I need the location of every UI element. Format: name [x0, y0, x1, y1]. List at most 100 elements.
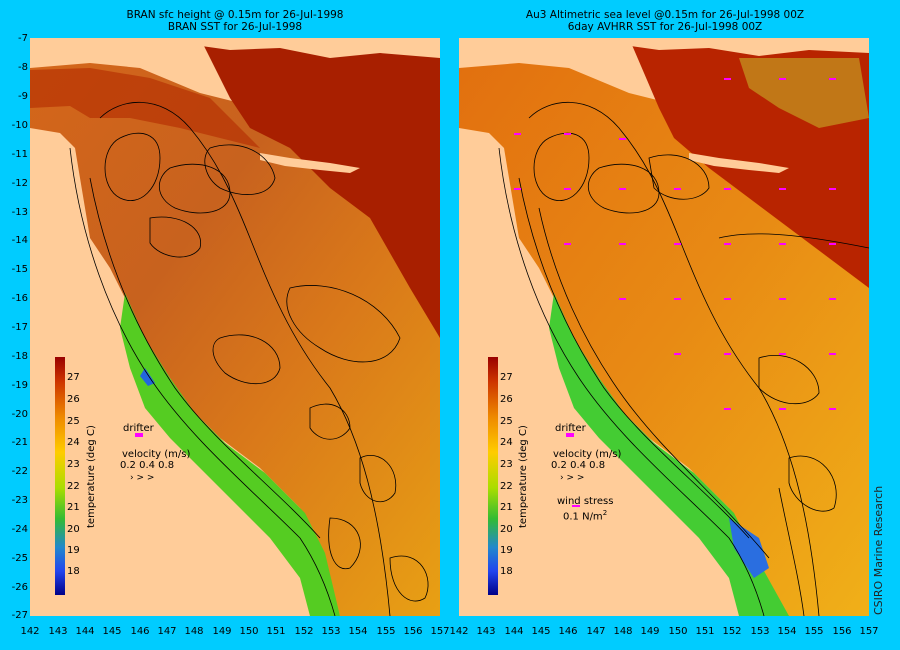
- lon-label: 145: [531, 626, 551, 637]
- lon-label: 155: [376, 626, 396, 637]
- right-colorbar-title: temperature (deg C): [518, 425, 529, 528]
- cbar-label: 22: [67, 481, 80, 492]
- wind-stress-arrows: [514, 78, 836, 410]
- left-velocity-arrows: › > >: [130, 473, 155, 483]
- lon-label: 147: [586, 626, 606, 637]
- right-drifter-marker: [566, 433, 574, 437]
- lon-label: 153: [321, 626, 341, 637]
- right-velocity-title: velocity (m/s): [553, 449, 622, 460]
- lat-label: -25: [11, 553, 28, 564]
- lat-label: -22: [11, 466, 28, 477]
- left-map-svg: [30, 38, 440, 616]
- cbar-label: 18: [500, 566, 513, 577]
- warm-sea-region: [200, 38, 440, 338]
- wind-stress-scale-value: 0.1 N/m: [563, 511, 603, 523]
- wind-stress-scale: 0.1 N/m2: [563, 509, 607, 522]
- wind-stress-marker: [572, 505, 580, 507]
- lat-label: -23: [11, 495, 28, 506]
- lat-label: -21: [11, 437, 28, 448]
- left-drifter-marker: [135, 433, 143, 437]
- cbar-label: 21: [500, 502, 513, 513]
- lat-label: -13: [11, 207, 28, 218]
- lon-label: 142: [449, 626, 469, 637]
- lon-label: 152: [294, 626, 314, 637]
- cbar-label: 18: [67, 566, 80, 577]
- cbar-label: 24: [500, 437, 513, 448]
- lon-label: 143: [476, 626, 496, 637]
- lon-label: 157: [430, 626, 450, 637]
- lat-label: -18: [11, 351, 28, 362]
- island-chain: [260, 153, 360, 173]
- island-chain: [689, 153, 789, 173]
- cbar-label: 19: [500, 545, 513, 556]
- cold-coastal-spot: [140, 368, 155, 386]
- wind-stress-exponent: 2: [602, 509, 608, 517]
- right-velocity-arrows: › > >: [560, 473, 585, 483]
- cbar-label: 20: [500, 524, 513, 535]
- lon-label: 154: [777, 626, 797, 637]
- lat-label: -16: [11, 293, 28, 304]
- png-landmass: [30, 38, 440, 58]
- warm-sea-region-north: [30, 68, 260, 148]
- sea-area: [30, 63, 440, 616]
- lat-label: -27: [11, 610, 28, 621]
- lat-label: -10: [11, 120, 28, 131]
- left-colorbar: [55, 357, 65, 595]
- lat-label: -12: [11, 178, 28, 189]
- lon-label: 155: [804, 626, 824, 637]
- lat-label: -8: [18, 62, 28, 73]
- left-title-line2: BRAN SST for 26-Jul-1998: [167, 21, 303, 33]
- left-drifter-label: drifter: [123, 423, 154, 434]
- lon-label: 152: [722, 626, 742, 637]
- right-colorbar: [488, 357, 498, 595]
- lon-label: 147: [157, 626, 177, 637]
- cbar-label: 25: [500, 416, 513, 427]
- lon-label: 150: [668, 626, 688, 637]
- right-map-panel[interactable]: [459, 38, 869, 616]
- lat-label: -17: [11, 322, 28, 333]
- cbar-label: 26: [500, 394, 513, 405]
- cbar-label: 20: [67, 524, 80, 535]
- lon-label: 144: [504, 626, 524, 637]
- png-landmass: [459, 38, 869, 56]
- lon-label: 156: [832, 626, 852, 637]
- lon-label: 146: [130, 626, 150, 637]
- cbar-label: 25: [67, 416, 80, 427]
- lon-label: 156: [403, 626, 423, 637]
- lat-label: -9: [18, 91, 28, 102]
- sea-level-contours: [498, 101, 869, 616]
- lon-label: 153: [750, 626, 770, 637]
- lat-label: -24: [11, 524, 28, 535]
- cbar-label: 22: [500, 481, 513, 492]
- left-colorbar-title: temperature (deg C): [86, 425, 97, 528]
- lat-label: -14: [11, 235, 28, 246]
- cbar-label: 19: [67, 545, 80, 556]
- lon-label: 149: [212, 626, 232, 637]
- lat-label: -26: [11, 582, 28, 593]
- lon-label: 149: [640, 626, 660, 637]
- credit-text: CSIRO Marine Research: [872, 485, 885, 615]
- lon-label: 154: [348, 626, 368, 637]
- cool-coastal-band: [549, 293, 789, 616]
- lon-label: 143: [48, 626, 68, 637]
- lon-label: 148: [184, 626, 204, 637]
- right-map-title: Au3 Altimetric sea level @0.15m for 26-J…: [460, 9, 870, 33]
- left-map-panel[interactable]: [30, 38, 440, 616]
- lat-label: -15: [11, 264, 28, 275]
- cbar-label: 27: [67, 372, 80, 383]
- right-drifter-label: drifter: [555, 423, 586, 434]
- lon-label: 142: [20, 626, 40, 637]
- lon-label: 151: [266, 626, 286, 637]
- lon-label: 144: [75, 626, 95, 637]
- lat-label: -20: [11, 409, 28, 420]
- right-title-line1: Au3 Altimetric sea level @0.15m for 26-J…: [525, 9, 805, 21]
- lon-label: 151: [695, 626, 715, 637]
- lon-label: 145: [102, 626, 122, 637]
- cloud-noise-region: [739, 58, 869, 128]
- right-map-svg: [459, 38, 869, 616]
- lon-label: 150: [239, 626, 259, 637]
- lon-label: 157: [859, 626, 879, 637]
- lat-label: -7: [18, 33, 28, 44]
- cbar-label: 21: [67, 502, 80, 513]
- cbar-label: 23: [67, 459, 80, 470]
